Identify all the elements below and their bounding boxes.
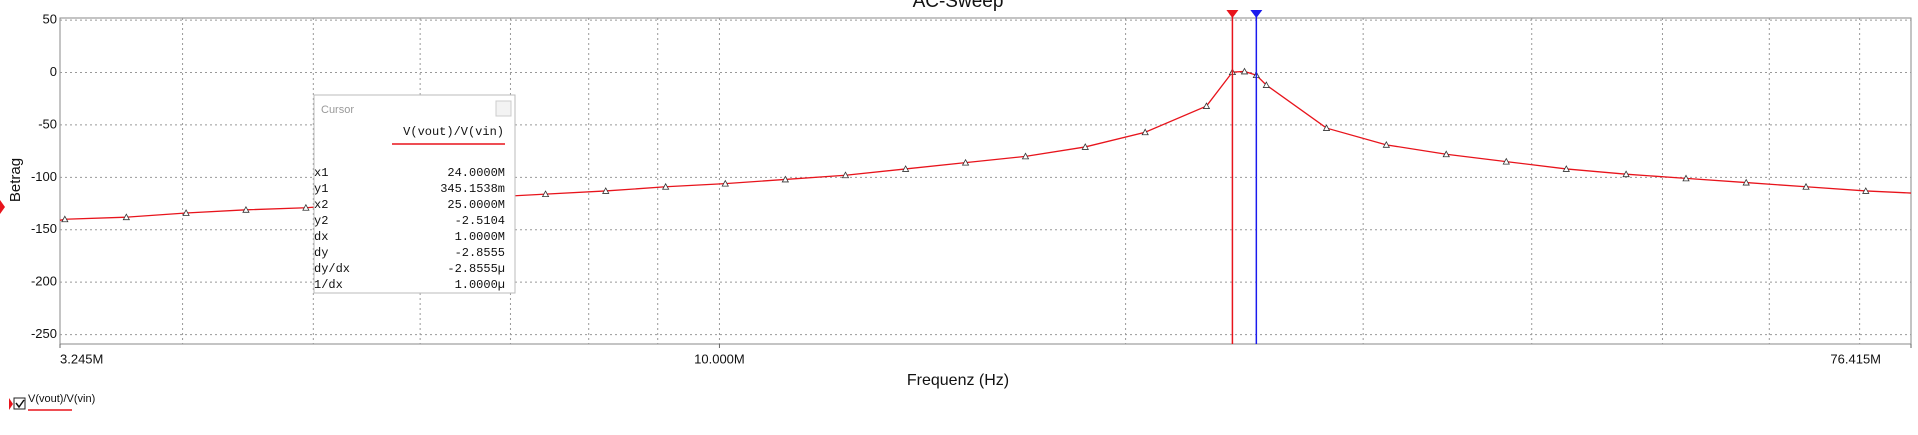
y-tick-label: -250 [31, 326, 57, 341]
data-marker [541, 190, 550, 198]
data-marker [122, 213, 131, 221]
legend-label: V(vout)/V(vin) [28, 393, 95, 405]
row-label: x1 [314, 166, 328, 180]
y-tick-label: 0 [50, 64, 57, 79]
row-label: y2 [314, 214, 328, 228]
row-value: 1.0000M [455, 230, 505, 244]
data-marker [1262, 81, 1271, 88]
row-value: 345.1538m [440, 182, 505, 196]
row-value: 1.0000µ [455, 278, 505, 292]
cursor-window: Cursor V(vout)/V(vin) x1 24.0000M y1 345.15… [313, 94, 516, 294]
y-tick-label: -100 [31, 169, 57, 184]
x-tick-label: 3.245M [60, 351, 103, 366]
cursor-handle [1226, 10, 1239, 18]
row-label: dy [314, 246, 328, 260]
y-tick-label: -50 [38, 116, 57, 131]
data-marker [1442, 150, 1450, 158]
data-marker [841, 171, 850, 179]
chart-title: AC-Sweep [913, 0, 1004, 12]
row-label: y1 [314, 182, 328, 196]
data-marker [781, 175, 790, 183]
data-marker [1562, 165, 1570, 172]
data-marker [1862, 187, 1870, 194]
cursor-handle [1250, 10, 1263, 18]
data-marker [1021, 152, 1030, 160]
window-frame [313, 94, 516, 294]
offscreen-marker [0, 200, 5, 214]
y-tick-label: -150 [31, 221, 57, 236]
close-button[interactable] [495, 100, 512, 117]
data-marker [1382, 141, 1391, 148]
check [15, 399, 25, 409]
row-value: 25.0000M [447, 198, 505, 212]
row-value: -2.8555µ [447, 262, 505, 276]
x-tick-label: 76.415M [1830, 351, 1881, 366]
y-tick-label: 50 [43, 12, 57, 27]
data-marker [302, 203, 310, 211]
data-marker [961, 158, 970, 166]
data-marker [1682, 174, 1690, 182]
data-marker [1322, 124, 1331, 131]
data-marker [1802, 182, 1810, 190]
data-marker [61, 215, 69, 223]
row-label: 1/dx [314, 278, 343, 292]
x-axis-label: Frequenz (Hz) [907, 372, 1009, 389]
row-label: dy/dx [314, 262, 350, 276]
legend: V(vout)/V(vin) [9, 393, 95, 411]
data-marker [661, 182, 670, 190]
data-marker [1240, 67, 1249, 75]
data-marker [1622, 170, 1630, 178]
window-title: Cursor [321, 104, 354, 116]
x-tick-label: 10.000M [694, 351, 745, 366]
row-label: dx [314, 230, 328, 244]
row-value: 24.0000M [447, 166, 505, 180]
legend-checkbox[interactable] [13, 397, 26, 410]
data-marker [1202, 102, 1211, 109]
data-marker [602, 187, 610, 194]
data-marker [721, 179, 729, 187]
data-marker [182, 209, 190, 216]
row-value: -2.8555 [455, 246, 505, 260]
row-label: x2 [314, 198, 328, 212]
data-marker [901, 165, 910, 172]
window-header: V(vout)/V(vin) [403, 125, 504, 139]
data-marker [242, 205, 250, 213]
y-tick-label: -200 [31, 274, 57, 289]
data-marker [1081, 143, 1089, 150]
data-marker [1141, 128, 1149, 136]
data-marker [1502, 157, 1510, 165]
legend-marker [9, 398, 13, 410]
row-value: -2.5104 [455, 214, 505, 228]
y-axis-label: Betrag [7, 158, 24, 202]
data-marker [1742, 178, 1750, 186]
